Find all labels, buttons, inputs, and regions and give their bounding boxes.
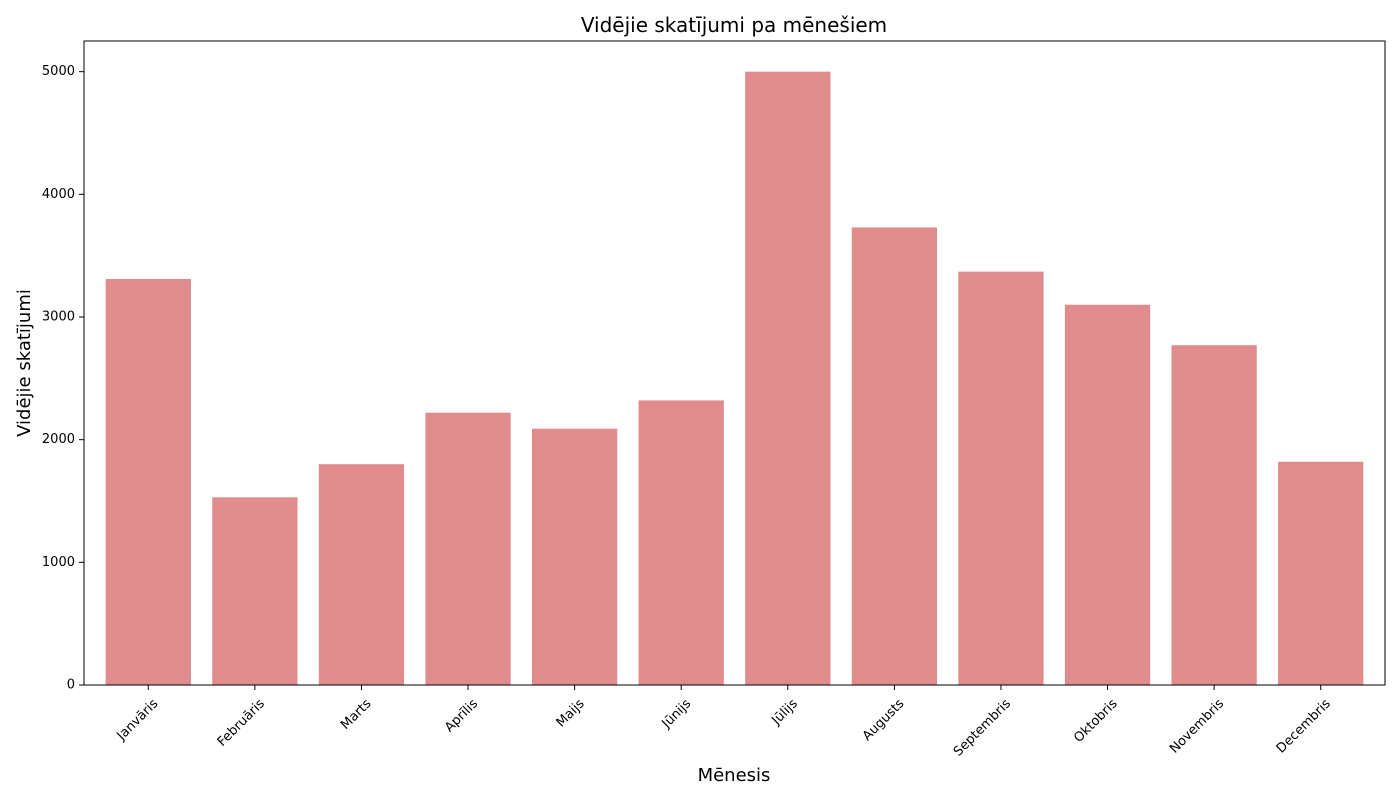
x-tick-label: Decembris	[1274, 696, 1334, 756]
x-tick-label: Marts	[338, 696, 375, 733]
x-tick-label: Maijs	[554, 696, 588, 730]
y-tick-label: 5000	[42, 64, 75, 79]
y-tick-label: 3000	[42, 310, 75, 325]
x-tick-label: Septembris	[951, 696, 1014, 759]
bar-septembris	[958, 271, 1044, 685]
bar-augusts	[851, 227, 938, 685]
bar-marts	[318, 464, 405, 685]
plot-area: 0 1000 2000 3000 4000 5000 Janvāris Februāris M…	[42, 40, 1386, 760]
x-tick-label: Februāris	[215, 696, 268, 749]
x-tick-label: Jūnijs	[659, 696, 695, 732]
x-tick-label: Aprīlis	[442, 696, 481, 735]
x-tick-label: Oktobris	[1071, 696, 1121, 746]
bar-jūlijs	[745, 71, 831, 686]
y-tick-label: 1000	[42, 555, 75, 570]
x-tick-label: Jūlijs	[769, 696, 801, 728]
bar-decembris	[1278, 461, 1364, 685]
bar-maijs	[531, 428, 618, 685]
x-tick-label: Augusts	[860, 696, 908, 744]
y-tick-label: 2000	[42, 432, 75, 447]
chart-title: Vidējie skatījumi pa mēnešiem	[581, 13, 887, 37]
y-axis: 0 1000 2000 3000 4000 5000	[42, 64, 84, 693]
bar-februāris	[212, 497, 298, 685]
bar-jūnijs	[638, 400, 724, 685]
plot-frame	[83, 40, 1386, 686]
y-tick-label: 4000	[42, 187, 75, 202]
bar-novembris	[1171, 345, 1257, 685]
bar-oktobris	[1064, 304, 1151, 685]
x-axis-label: Mēnesis	[698, 765, 771, 786]
x-axis: Janvāris Februāris Marts Aprīlis Maijs Jūnijs…	[114, 685, 1334, 760]
x-tick-label: Novembris	[1167, 696, 1227, 756]
y-tick-label: 0	[67, 678, 75, 693]
y-axis-label: Vidējie skatījumi	[14, 289, 35, 437]
bar-aprīlis	[425, 412, 511, 685]
bar-janvāris	[105, 278, 191, 685]
bars-group	[105, 71, 1364, 686]
x-tick-label: Janvāris	[114, 696, 162, 744]
